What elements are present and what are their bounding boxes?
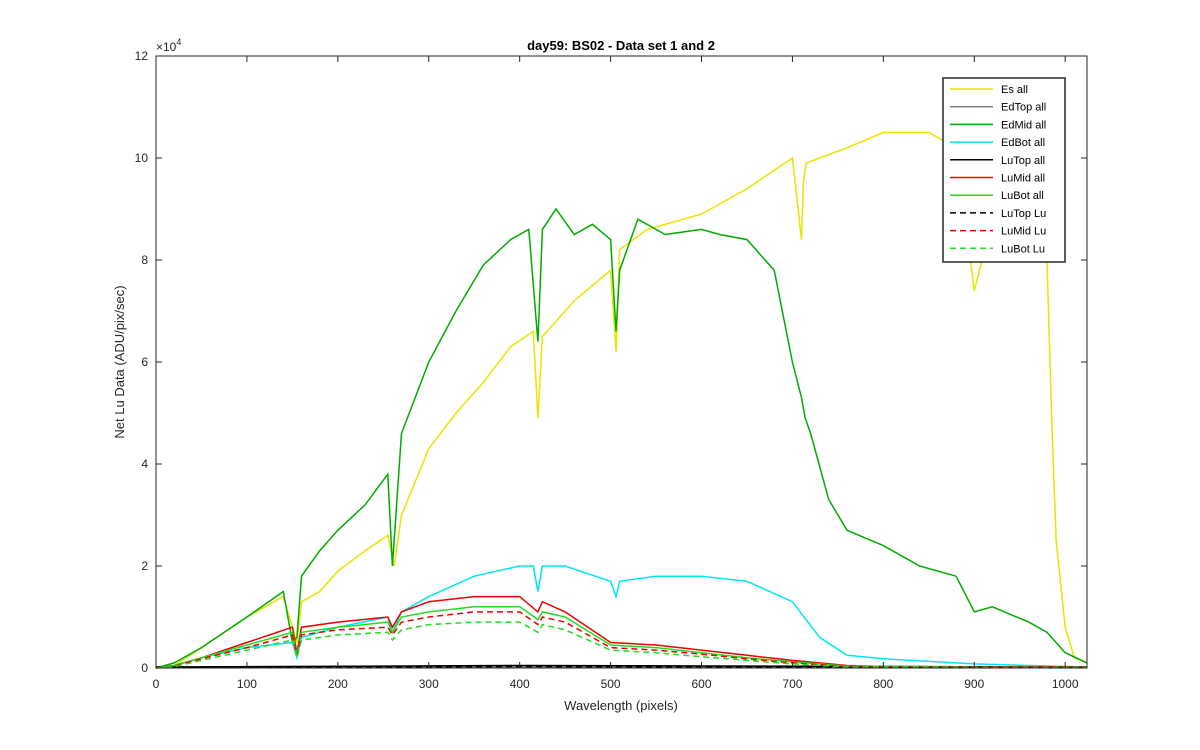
x-tick-label: 900 (964, 677, 984, 691)
y-tick-label: 10 (135, 151, 149, 165)
x-axis-label: Wavelength (pixels) (564, 698, 678, 713)
y-axis-ticks: 0 2 4 6 8 10 12 (135, 49, 1087, 675)
legend-label: EdMid all (1001, 119, 1046, 131)
x-tick-label: 300 (419, 677, 439, 691)
x-tick-label: 600 (691, 677, 711, 691)
series-line-10 (155, 621, 1087, 669)
legend-label: LuTop all (1001, 155, 1045, 167)
series-layer (155, 131, 1088, 669)
x-tick-label: 800 (873, 677, 893, 691)
y-tick-label: 6 (141, 355, 148, 369)
legend-label: EdTop all (1001, 102, 1046, 114)
legend-label: LuMid all (1001, 173, 1045, 185)
y-tick-label: 0 (141, 661, 148, 675)
legend-label: EdBot all (1001, 137, 1045, 149)
x-tick-label: 0 (153, 677, 160, 691)
y-tick-label: 2 (141, 559, 148, 573)
legend-label: LuBot all (1001, 190, 1044, 202)
x-axis-ticks: 0 100 200 300 400 500 600 700 800 900 1000 (153, 56, 1079, 691)
legend-label: LuBot Lu (1001, 243, 1045, 255)
y-tick-label: 12 (135, 49, 149, 63)
chart-title: day59: BS02 - Data set 1 and 2 (527, 38, 715, 53)
x-tick-label: 400 (510, 677, 530, 691)
y-exponent-label: ×104 (156, 37, 181, 54)
y-tick-label: 8 (141, 253, 148, 267)
x-tick-label: 1000 (1052, 677, 1079, 691)
series-line-3 (155, 207, 1088, 669)
legend: Es all EdTop all EdMid all EdBot all LuTop a… (942, 77, 1066, 263)
y-axis-label: Net Lu Data (ADU/pix/sec) (112, 285, 127, 438)
x-tick-label: 700 (782, 677, 802, 691)
y-exponent-power: 4 (176, 37, 181, 47)
y-exponent-base: ×10 (156, 40, 177, 54)
x-tick-label: 500 (601, 677, 621, 691)
legend-label: LuMid Lu (1001, 226, 1046, 238)
x-tick-label: 100 (237, 677, 257, 691)
series-line-6 (155, 595, 1087, 669)
plot-area (156, 56, 1087, 668)
series-line-4 (155, 565, 1088, 669)
y-tick-label: 4 (141, 457, 148, 471)
x-tick-label: 200 (328, 677, 348, 691)
series-line-9 (155, 611, 1087, 669)
legend-label: LuTop Lu (1001, 208, 1046, 220)
legend-label: Es all (1001, 84, 1028, 96)
